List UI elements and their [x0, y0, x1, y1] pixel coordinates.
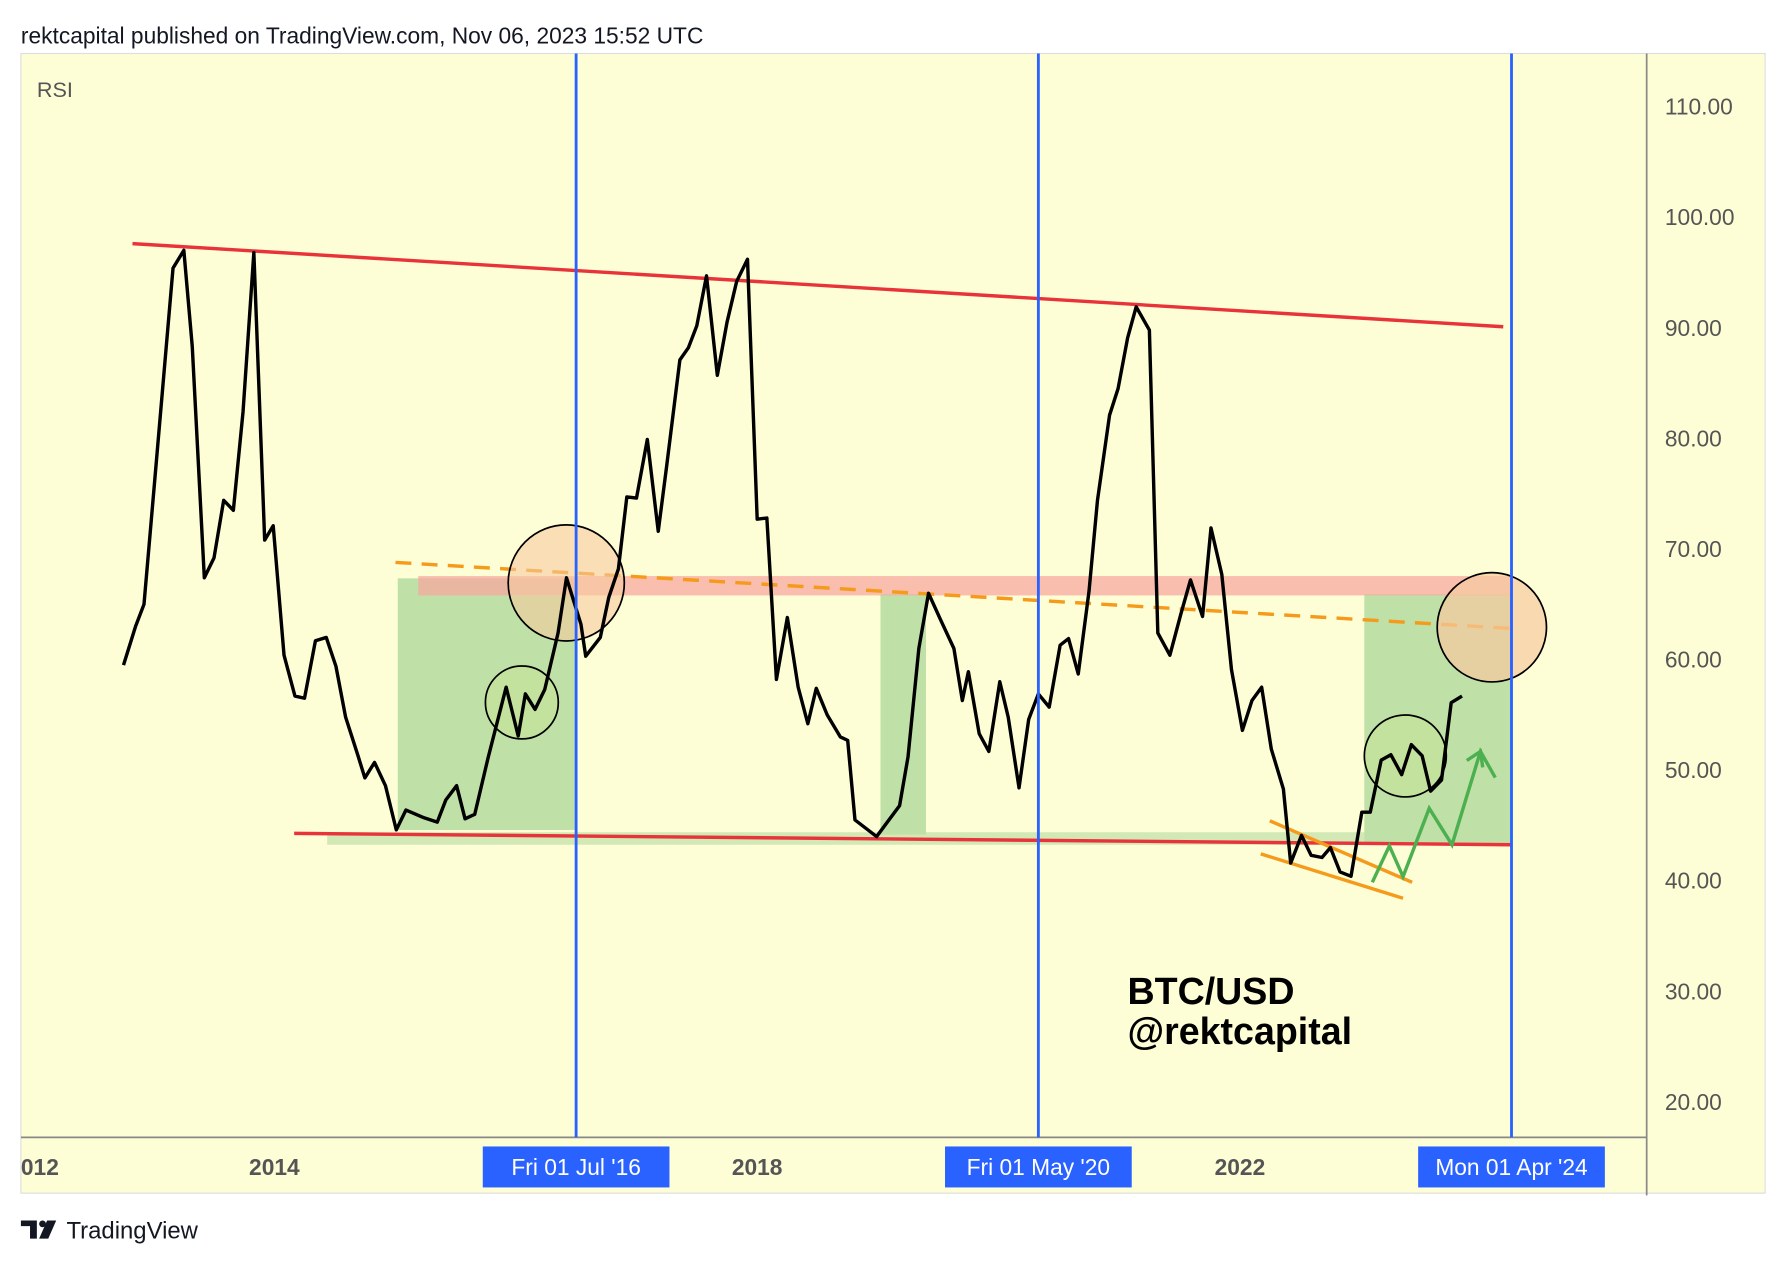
y-tick-label: 30.00: [1665, 978, 1722, 1004]
y-tick-label: 70.00: [1665, 536, 1722, 562]
plot-area: [121, 241, 1548, 900]
y-tick-label: 20.00: [1665, 1089, 1722, 1115]
footer-brand: TradingView: [66, 1218, 198, 1245]
marker-label: Mon 01 Apr '24: [1435, 1154, 1587, 1180]
wedge-line: [1269, 819, 1413, 884]
green-zone: [880, 594, 927, 835]
marker-label-box: [1418, 1146, 1605, 1188]
y-tick-label: 80.00: [1665, 425, 1722, 451]
logo-icon: [20, 1220, 57, 1239]
marker-label: Fri 01 May '20: [967, 1154, 1110, 1180]
x-tick-label: 012: [21, 1154, 59, 1180]
logo-dot: [39, 1220, 46, 1228]
y-tick-label: 60.00: [1665, 647, 1722, 673]
x-tick-label: 2018: [732, 1154, 783, 1180]
annotation: @rektcapital: [1128, 1010, 1353, 1052]
indicator-label: RSI: [37, 77, 73, 102]
header: rektcapital published on TradingView.com…: [21, 22, 703, 48]
y-tick-label: 50.00: [1665, 757, 1722, 783]
arrow-head: [1465, 748, 1485, 768]
y-tick-label: 90.00: [1665, 315, 1722, 341]
y-tick-label: 110.00: [1665, 94, 1733, 120]
footer-logo: [20, 1220, 57, 1239]
y-tick-label: 40.00: [1665, 868, 1722, 894]
marker-label-box: [482, 1146, 670, 1188]
marker-label: Fri 01 Jul '16: [511, 1154, 641, 1180]
highlight-circle: [484, 665, 560, 740]
rsi-line: [121, 248, 1463, 879]
marker-label-box: [945, 1146, 1132, 1188]
y-tick-label: 100.00: [1665, 204, 1735, 230]
trend-line: [294, 831, 1512, 847]
annotation: BTC/USD: [1128, 970, 1295, 1012]
x-tick-label: 2014: [249, 1154, 300, 1180]
wedge-line: [1260, 852, 1404, 900]
x-tick-label: 2022: [1215, 1154, 1266, 1180]
trend-line: [132, 241, 1504, 329]
highlight-circle: [1436, 571, 1548, 683]
